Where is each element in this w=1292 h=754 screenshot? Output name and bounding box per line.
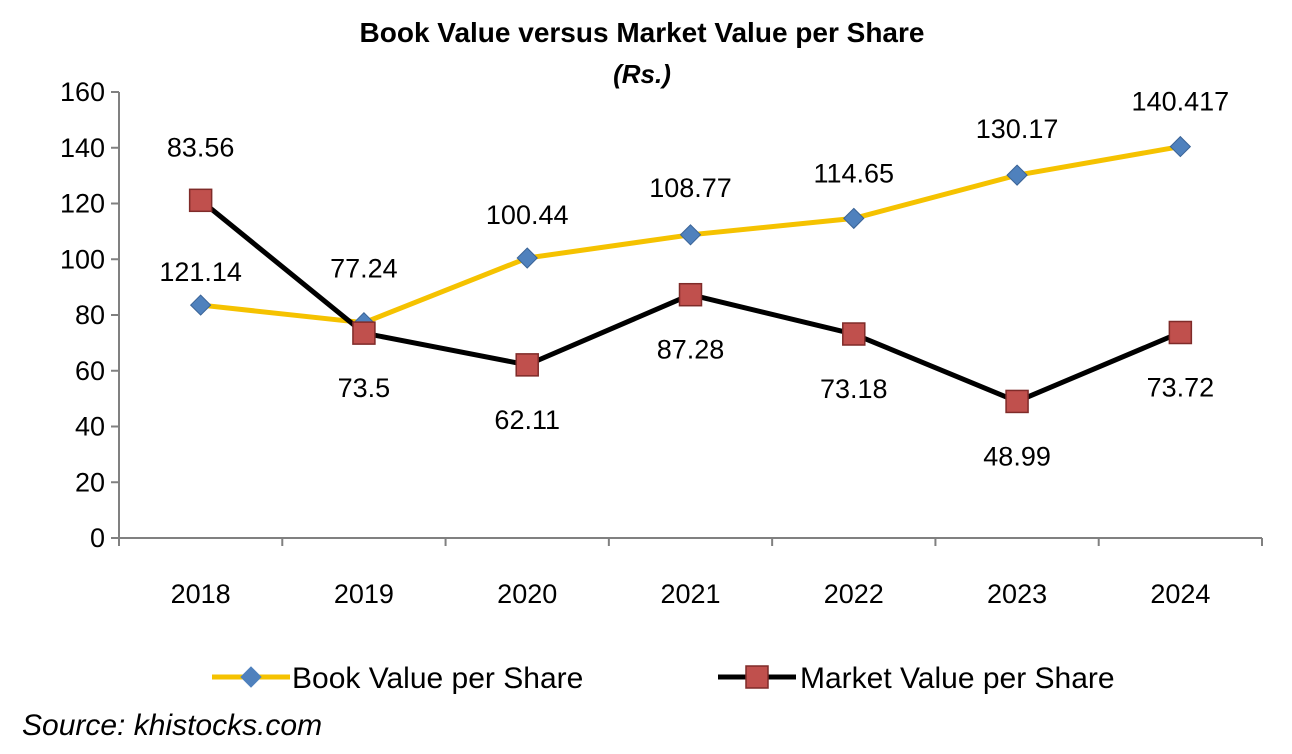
- book-value-data-label: 130.17: [976, 114, 1059, 144]
- market-value-data-label: 73.18: [820, 374, 888, 404]
- x-tick-label: 2023: [987, 579, 1047, 609]
- legend-square-marker-icon: [745, 665, 769, 689]
- market-value-data-label: 83.56: [167, 132, 235, 162]
- y-tick-label: 80: [75, 300, 105, 330]
- book-value-data-label: 121.14: [159, 257, 242, 287]
- x-tick-label: 2022: [824, 579, 884, 609]
- legend: Book Value per Share Market Value per Sh…: [212, 662, 1115, 695]
- market-value-point[interactable]: [1005, 389, 1029, 414]
- market-value-point[interactable]: [842, 322, 866, 346]
- book-value-point[interactable]: [843, 207, 865, 230]
- book-value-data-label: 140.417: [1132, 87, 1230, 117]
- y-tick-label: 120: [60, 189, 105, 219]
- book-value-data-label: 114.65: [813, 158, 894, 188]
- market-value-data-label: 73.72: [1147, 373, 1215, 403]
- legend-label-book-value: Book Value per Share: [292, 662, 583, 695]
- market-value-point[interactable]: [678, 282, 703, 307]
- book-value-point[interactable]: [516, 247, 538, 269]
- x-axis-ticks: 2018 2019 2020 2021 2022 2023 2024: [118, 538, 1263, 609]
- x-tick-label: 2019: [334, 579, 394, 609]
- legend-item-book-value[interactable]: Book Value per Share: [212, 662, 583, 695]
- y-tick-label: 140: [60, 133, 105, 163]
- source-note: Source: khistocks.com: [22, 709, 322, 742]
- y-tick-label: 20: [75, 467, 105, 497]
- legend-diamond-marker-icon: [240, 666, 262, 688]
- book-value-point[interactable]: [1169, 135, 1192, 158]
- book-value-point[interactable]: [679, 224, 702, 246]
- x-tick-label: 2020: [497, 579, 557, 609]
- series-layer: [188, 135, 1193, 414]
- book-value-point[interactable]: [189, 294, 212, 316]
- x-tick-label: 2021: [660, 579, 720, 609]
- market-value-point[interactable]: [188, 188, 213, 213]
- y-tick-label: 60: [75, 356, 105, 386]
- market-value-point[interactable]: [352, 321, 376, 345]
- market-value-point[interactable]: [515, 353, 539, 377]
- y-tick-label: 160: [60, 77, 105, 107]
- y-axis-ticks: 0 20 40 60 80 100 120 140 160: [60, 77, 119, 553]
- legend-label-market-value: Market Value per Share: [800, 662, 1115, 695]
- market-value-data-label: 73.5: [338, 373, 391, 403]
- book-value-data-label: 100.44: [486, 200, 569, 230]
- y-tick-label: 100: [60, 244, 105, 274]
- book-value-data-label: 108.77: [649, 173, 732, 203]
- x-tick-label: 2018: [171, 579, 231, 609]
- y-tick-label: 40: [75, 412, 105, 442]
- market-value-data-label: 87.28: [657, 335, 725, 365]
- market-value-point[interactable]: [1168, 320, 1193, 345]
- y-tick-label: 0: [90, 523, 105, 553]
- book-value-data-label: 77.24: [330, 254, 398, 284]
- x-tick-label: 2024: [1150, 579, 1210, 609]
- chart-subtitle: (Rs.): [613, 59, 671, 89]
- legend-item-market-value[interactable]: Market Value per Share: [718, 662, 1115, 695]
- data-labels: 121.14 77.24 100.44 108.77 114.65 130.17 140.4…: [159, 87, 1229, 472]
- chart-title: Book Value versus Market Value per Share: [360, 17, 925, 48]
- market-value-data-label: 62.11: [494, 405, 560, 435]
- market-value-data-label: 48.99: [983, 441, 1051, 471]
- book-value-point[interactable]: [1006, 164, 1028, 186]
